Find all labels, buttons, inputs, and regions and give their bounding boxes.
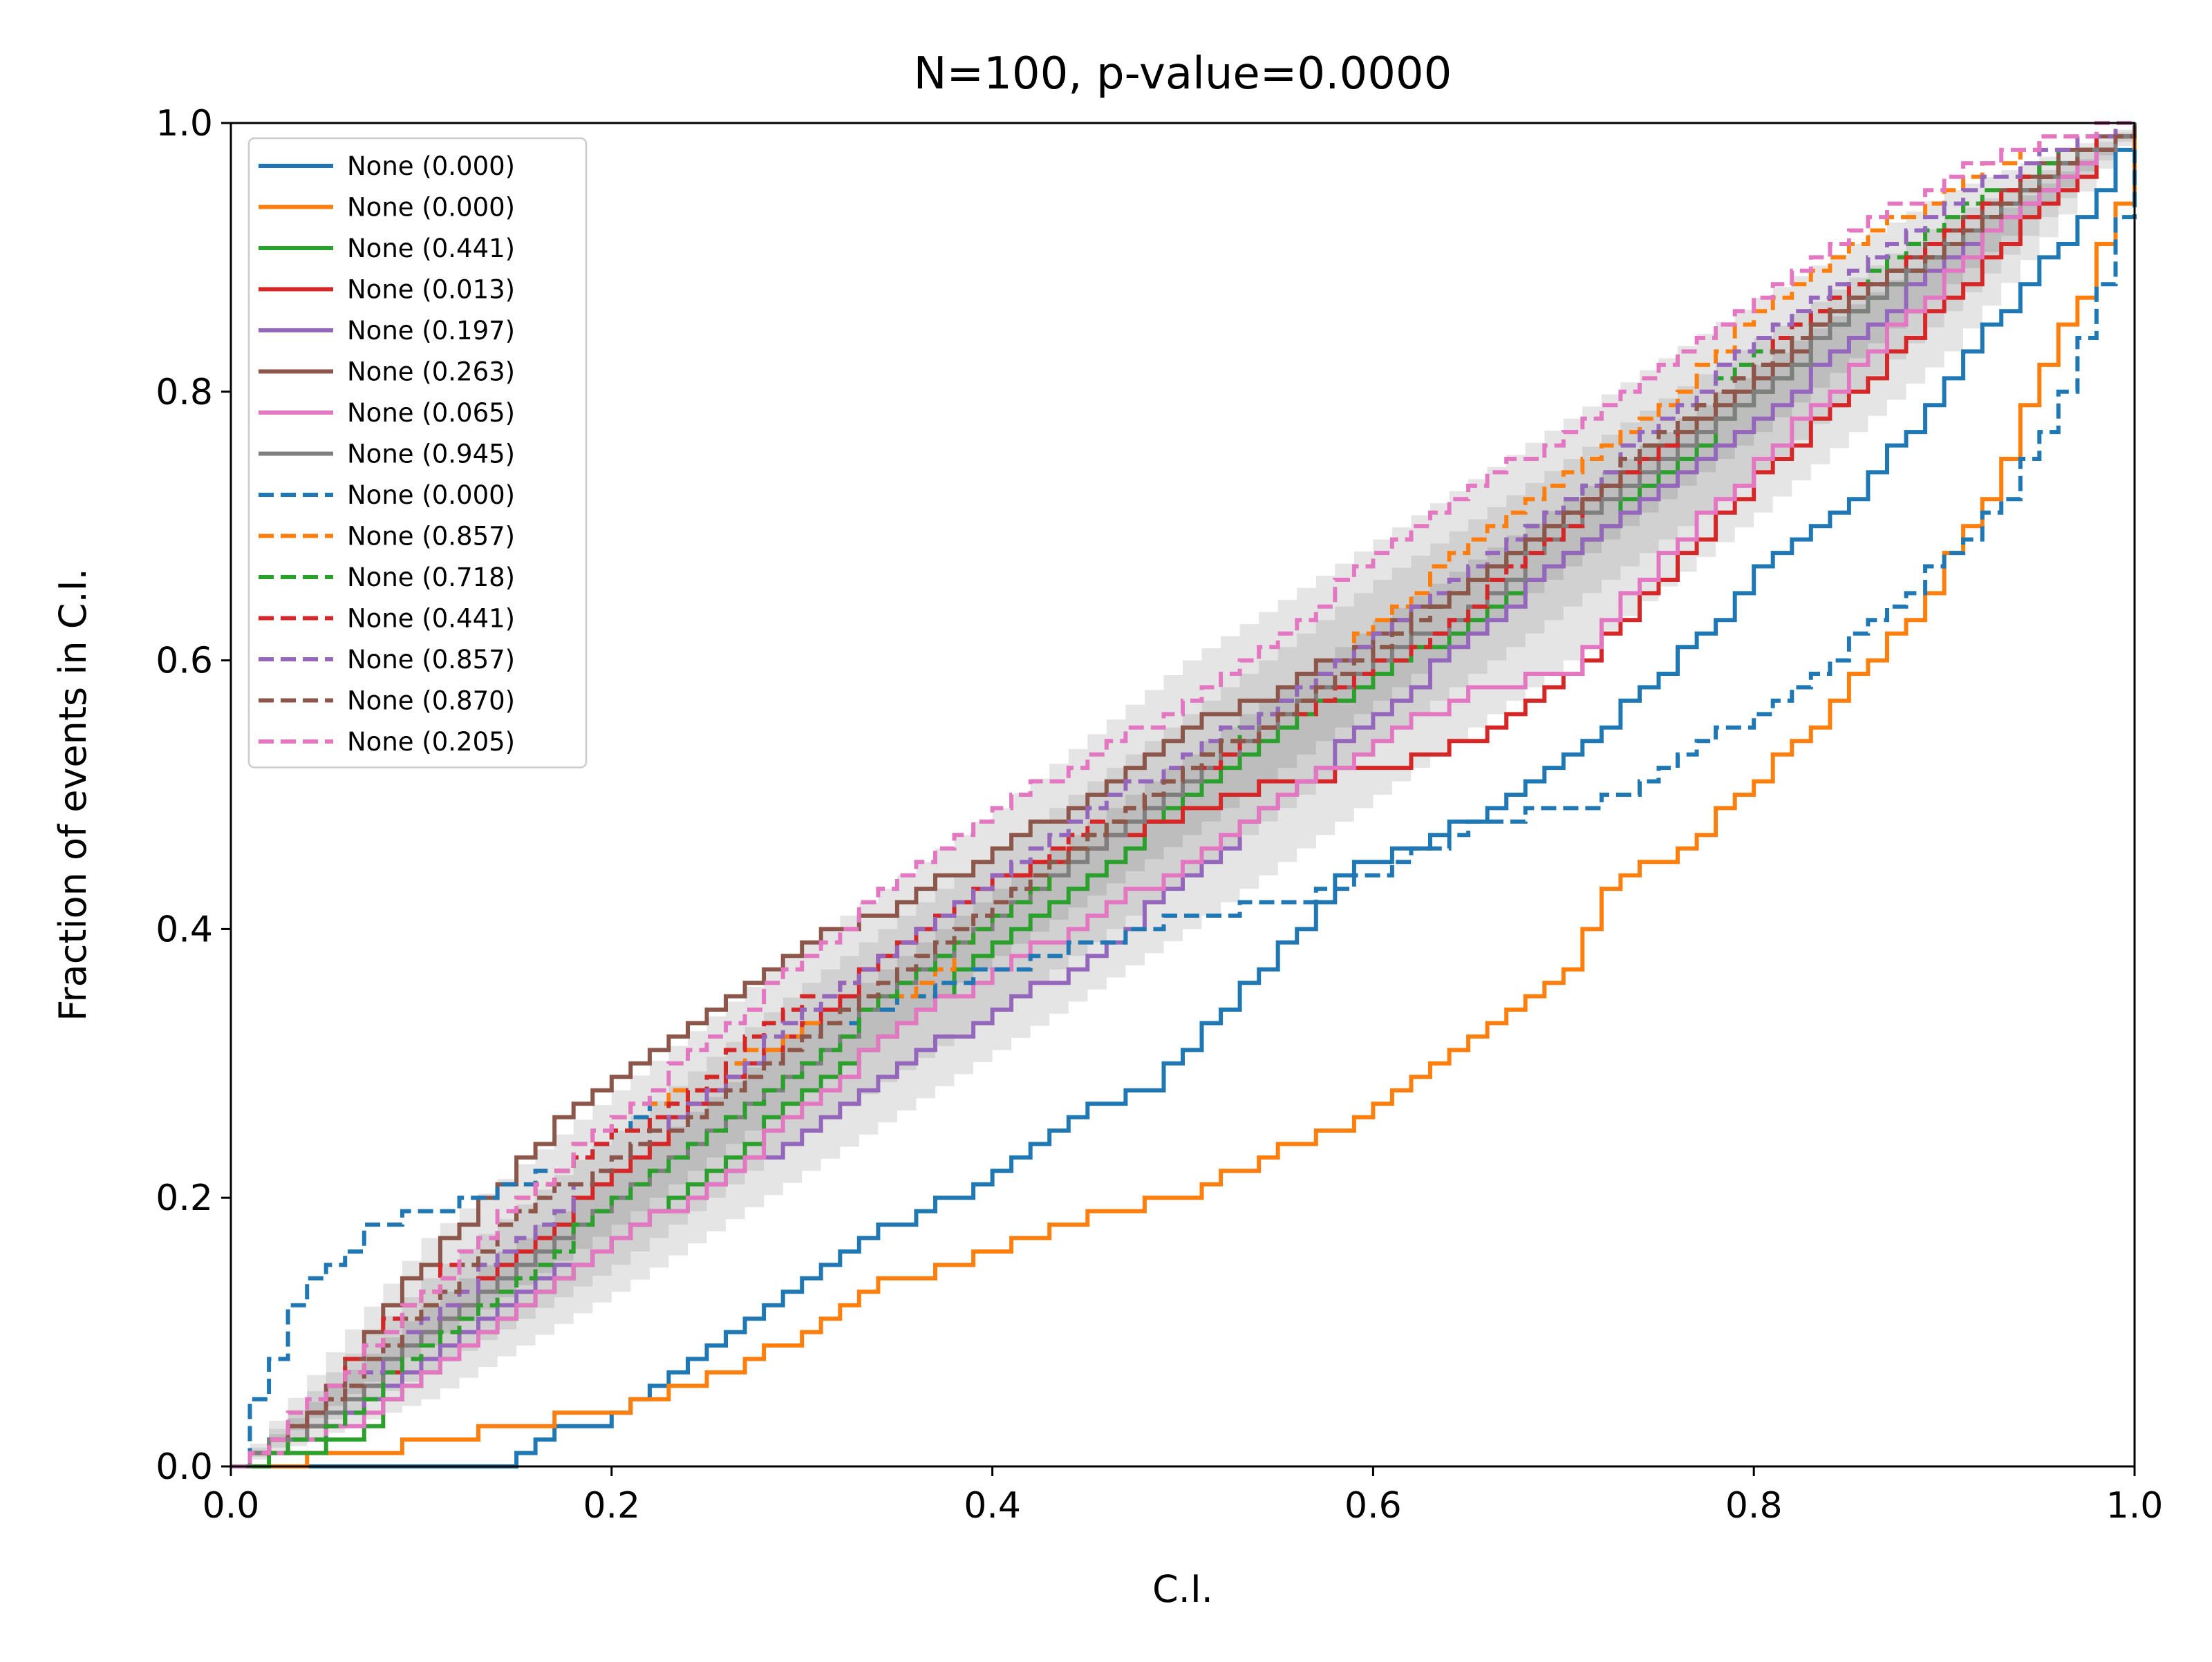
x-tick-label: 0.4 [964, 1485, 1021, 1527]
legend-label: None (0.718) [347, 563, 515, 592]
legend-label: None (0.000) [347, 193, 515, 223]
legend-label: None (0.945) [347, 440, 515, 469]
y-axis-label: Fraction of events in C.I. [51, 568, 95, 1021]
y-tick-label: 0.0 [156, 1446, 213, 1488]
series-line-8 [231, 123, 2137, 1469]
legend-label: None (0.441) [347, 604, 515, 634]
legend-label: None (0.013) [347, 275, 515, 305]
x-axis-label: C.I. [1152, 1567, 1213, 1611]
legend-box [247, 137, 588, 768]
legend: None (0.000) None (0.000) None (0.441) None… [247, 137, 588, 768]
series-line-9 [231, 149, 2137, 1469]
x-axis-ticks: 0.0 0.2 0.4 0.6 0.8 1.0 [203, 1466, 2164, 1527]
series-lines [231, 121, 2137, 1469]
series-line-5 [231, 123, 2137, 1469]
y-tick-label: 0.6 [156, 641, 213, 682]
plot-area [231, 121, 2137, 1469]
x-tick-label: 0.8 [1725, 1485, 1783, 1527]
legend-label: None (0.000) [347, 480, 515, 510]
legend-label: None (0.065) [347, 398, 515, 428]
series-line-14 [231, 123, 2137, 1469]
legend-label: None (0.263) [347, 357, 515, 387]
legend-label: None (0.205) [347, 727, 515, 757]
y-tick-label: 1.0 [156, 103, 213, 144]
x-tick-label: 0.2 [583, 1485, 640, 1527]
x-tick-label: 0.6 [1344, 1485, 1402, 1527]
y-tick-label: 0.8 [156, 372, 213, 413]
chart-title: N=100, p-value=0.0000 [914, 48, 1452, 100]
axes-frame [229, 122, 2136, 1468]
series-line-7 [231, 123, 2137, 1469]
series-line-4 [231, 123, 2137, 1469]
y-tick-label: 0.2 [156, 1178, 213, 1219]
series-line-15 [231, 121, 2135, 1469]
series-line-2 [231, 123, 2137, 1469]
x-tick-label: 1.0 [2106, 1485, 2164, 1527]
y-axis-ticks: 0.0 0.2 0.4 0.6 0.8 1.0 [156, 103, 231, 1488]
series-line-13 [231, 121, 2135, 1469]
legend-label: None (0.857) [347, 522, 515, 551]
legend-label: None (0.870) [347, 686, 515, 716]
x-tick-label: 0.0 [203, 1485, 260, 1527]
y-tick-label: 0.4 [156, 909, 213, 950]
legend-label: None (0.857) [347, 645, 515, 674]
series-line-1 [231, 123, 2137, 1469]
legend-label: None (0.441) [347, 234, 515, 263]
legend-label: None (0.197) [347, 316, 515, 346]
legend-label: None (0.000) [347, 151, 515, 181]
